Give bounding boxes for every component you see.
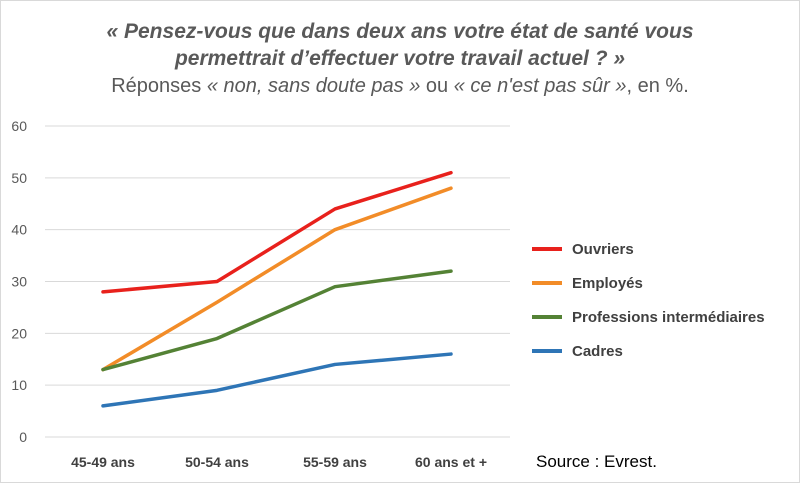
legend-swatch [532, 349, 562, 353]
legend-label: Employés [572, 274, 643, 292]
y-tick-label: 50 [11, 170, 27, 186]
subtitle-post: , en %. [626, 75, 689, 97]
y-tick-label: 20 [11, 325, 27, 341]
title-line-2: permettrait d’effectuer votre travail ac… [174, 47, 626, 70]
y-tick-label: 40 [11, 222, 27, 238]
legend-label: Cadres [572, 342, 623, 360]
series-line-3 [101, 352, 453, 408]
x-tick-label: 55-59 ans [303, 454, 367, 470]
legend-swatch [532, 281, 562, 285]
legend-item: Cadres [532, 334, 765, 368]
y-tick-label: 0 [19, 429, 27, 445]
subtitle-quote-1: « non, sans doute pas » [206, 75, 421, 97]
legend-item: Ouvriers [532, 232, 765, 266]
subtitle-mid: ou [420, 75, 454, 97]
y-tick-label: 10 [11, 377, 27, 393]
series-line-2 [101, 269, 453, 372]
x-tick-label: 45-49 ans [71, 454, 135, 470]
gridlines [45, 125, 510, 438]
series-lines [101, 170, 453, 408]
legend-swatch [532, 247, 562, 251]
subtitle-quote-2: « ce n'est pas sûr » [453, 75, 627, 97]
title-line-1: « Pensez-vous que dans deux ans votre ét… [106, 20, 694, 43]
legend-swatch [532, 315, 562, 319]
x-axis-ticks: 45-49 ans 50-54 ans 55-59 ans 60 ans et + [71, 454, 487, 470]
subtitle-pre: Réponses [111, 75, 207, 97]
source-note: Source : Evrest. [536, 452, 657, 471]
series-line-1 [101, 186, 453, 372]
y-tick-label: 60 [11, 118, 27, 134]
legend-label: Ouvriers [572, 240, 634, 258]
x-tick-label: 60 ans et + [415, 454, 487, 470]
x-tick-label: 50-54 ans [185, 454, 249, 470]
legend-item: Professions intermédiaires [532, 300, 765, 334]
chart-title: « Pensez-vous que dans deux ans votre ét… [0, 18, 800, 100]
series-line-0 [101, 170, 453, 294]
legend-item: Employés [532, 266, 765, 300]
legend-label: Professions intermédiaires [572, 308, 765, 326]
legend: Ouvriers Employés Professions intermédiair… [532, 232, 765, 368]
y-axis-ticks: 0 10 20 30 40 50 60 [11, 118, 27, 445]
y-tick-label: 30 [11, 274, 27, 290]
subtitle: Réponses « non, sans doute pas » ou « ce… [0, 72, 800, 100]
